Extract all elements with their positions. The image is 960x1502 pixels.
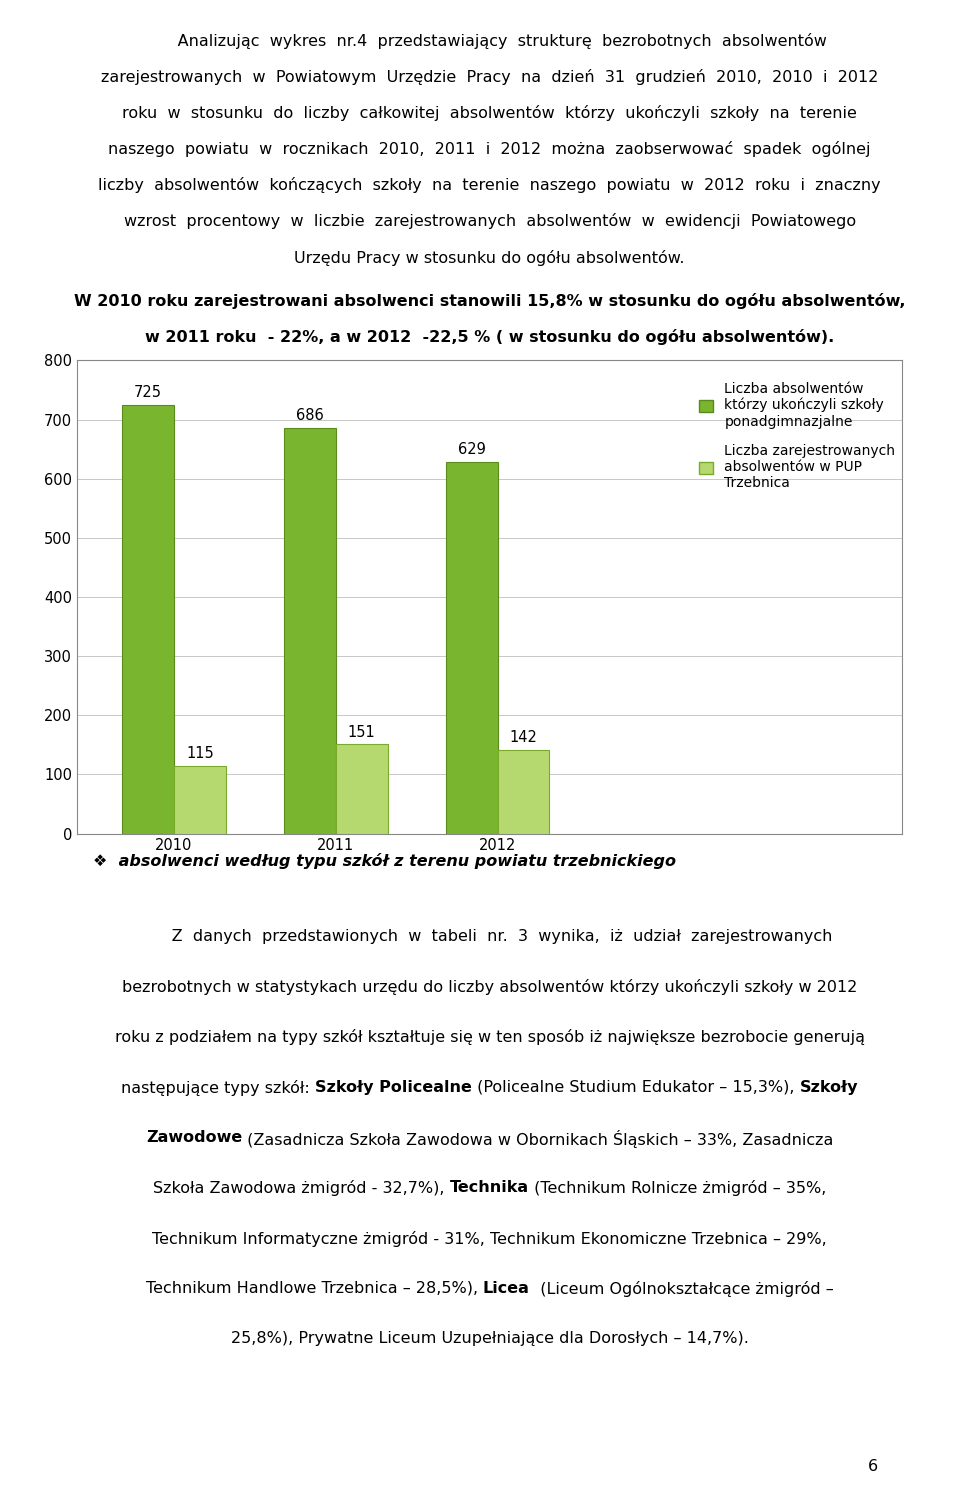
- Text: Urzędu Pracy w stosunku do ogółu absolwentów.: Urzędu Pracy w stosunku do ogółu absolwe…: [295, 249, 684, 266]
- Text: 142: 142: [510, 730, 538, 745]
- Bar: [336, 745, 388, 834]
- Text: wzrost  procentowy  w  liczbie  zarejestrowanych  absolwentów  w  ewidencji  Pow: wzrost procentowy w liczbie zarejestrowa…: [124, 213, 855, 230]
- Text: Technikum Handlowe Trzebnica – 28,5%),: Technikum Handlowe Trzebnica – 28,5%),: [146, 1281, 483, 1296]
- Text: Analizując  wykres  nr.4  przedstawiający  strukturę  bezrobotnych  absolwentów: Analizując wykres nr.4 przedstawiający s…: [153, 33, 827, 48]
- Text: bezrobotnych w statystykach urzędu do liczby absolwentów którzy ukończyli szkoły: bezrobotnych w statystykach urzędu do li…: [122, 979, 857, 994]
- Text: 6: 6: [868, 1458, 877, 1473]
- Text: 151: 151: [348, 724, 375, 739]
- Bar: [174, 766, 226, 834]
- Text: Szkoły: Szkoły: [800, 1080, 858, 1095]
- Text: 25,8%), Prywatne Liceum Uzupełniające dla Dorosłych – 14,7%).: 25,8%), Prywatne Liceum Uzupełniające dl…: [230, 1331, 749, 1346]
- Text: Wykres nr 4. Absolwenci kończący naukę i  absolwenci zarejestrowani w PUP  pod k: Wykres nr 4. Absolwenci kończący naukę i…: [77, 368, 885, 383]
- Text: W 2010 roku zarejestrowani absolwenci stanowili 15,8% w stosunku do ogółu absolw: W 2010 roku zarejestrowani absolwenci st…: [74, 293, 905, 308]
- Text: zarejestrowanych  w  Powiatowym  Urzędzie  Pracy  na  dzień  31  grudzień  2010,: zarejestrowanych w Powiatowym Urzędzie P…: [101, 69, 878, 84]
- Text: Technika: Technika: [449, 1181, 529, 1196]
- Text: 686: 686: [296, 409, 324, 424]
- Bar: [284, 428, 336, 834]
- Text: (Liceum Ogólnokształcące żmigród –: (Liceum Ogólnokształcące żmigród –: [530, 1281, 833, 1296]
- Text: Z  danych  przedstawionych  w  tabeli  nr.  3  wynika,  iż  udział  zarejestrowa: Z danych przedstawionych w tabeli nr. 3 …: [147, 928, 832, 943]
- Text: Szkoły Policealne: Szkoły Policealne: [315, 1080, 472, 1095]
- Text: roku  w  stosunku  do  liczby  całkowitej  absolwentów  którzy  ukończyli  szkoł: roku w stosunku do liczby całkowitej abs…: [122, 105, 857, 122]
- Text: (Policealne Studium Edukator – 15,3%),: (Policealne Studium Edukator – 15,3%),: [472, 1080, 800, 1095]
- Text: Licea: Licea: [483, 1281, 530, 1296]
- Text: 725: 725: [134, 385, 162, 400]
- Text: (Technikum Rolnicze żmigród – 35%,: (Technikum Rolnicze żmigród – 35%,: [529, 1181, 827, 1196]
- Text: liczby  absolwentów  kończących  szkoły  na  terenie  naszego  powiatu  w  2012 : liczby absolwentów kończących szkoły na …: [98, 177, 881, 194]
- Text: roku z podziałem na typy szkół kształtuje się w ten sposób iż największe bezrobo: roku z podziałem na typy szkół kształtuj…: [114, 1029, 865, 1045]
- Legend: Liczba absolwentów
którzy ukończyli szkoły
ponadgimnazjalne, Liczba zarejestrowa: Liczba absolwentów którzy ukończyli szko…: [700, 382, 896, 490]
- Text: w 2011 roku  - 22%, a w 2012  -22,5 % ( w stosunku do ogółu absolwentów).: w 2011 roku - 22%, a w 2012 -22,5 % ( w …: [145, 329, 834, 345]
- Text: 629: 629: [458, 442, 486, 457]
- Text: 115: 115: [186, 746, 214, 762]
- Text: Szkoła Zawodowa żmigród - 32,7%),: Szkoła Zawodowa żmigród - 32,7%),: [153, 1181, 449, 1196]
- Bar: [497, 749, 549, 834]
- Text: Technikum Informatyczne żmigród - 31%, Technikum Ekonomiczne Trzebnica – 29%,: Technikum Informatyczne żmigród - 31%, T…: [153, 1230, 827, 1247]
- Text: Zawodowe: Zawodowe: [146, 1130, 242, 1145]
- Text: ❖  absolwenci według typu szkół z terenu powiatu trzebnickiego: ❖ absolwenci według typu szkół z terenu …: [93, 853, 676, 870]
- Bar: [122, 406, 174, 834]
- Text: następujące typy szkół:: następujące typy szkół:: [121, 1080, 315, 1095]
- Bar: [445, 461, 497, 834]
- Text: naszego  powiatu  w  rocznikach  2010,  2011  i  2012  można  zaobserwować  spad: naszego powiatu w rocznikach 2010, 2011 …: [108, 141, 871, 158]
- Text: 2010-2012.: 2010-2012.: [77, 400, 165, 413]
- Text: (Zasadnicza Szkoła Zawodowa w Obornikach Śląskich – 33%, Zasadnicza: (Zasadnicza Szkoła Zawodowa w Obornikach…: [242, 1130, 833, 1148]
